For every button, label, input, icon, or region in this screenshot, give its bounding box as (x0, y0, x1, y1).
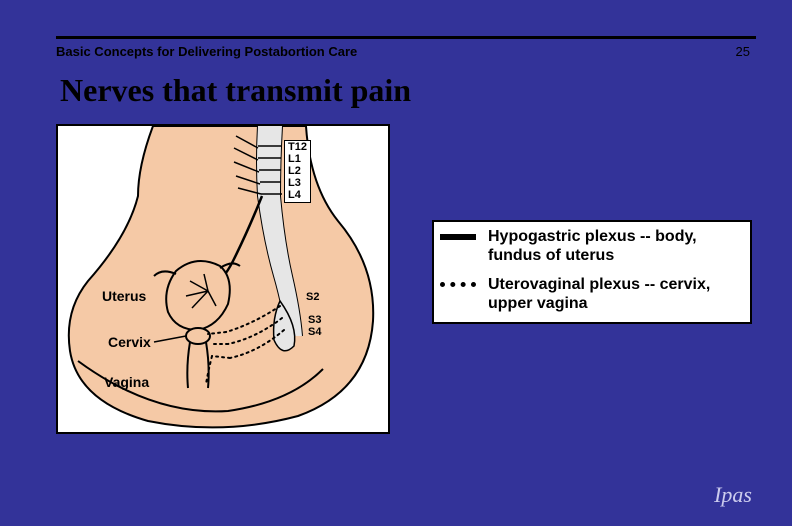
page-number: 25 (736, 44, 750, 59)
anatomy-diagram: T12 L1 L2 L3 L4 S2 S3 S4 Uterus Cervix V… (56, 124, 390, 434)
legend-text: Uterovaginal plexus -- cervix, upper vag… (488, 276, 744, 314)
legend-item-uterovaginal: Uterovaginal plexus -- cervix, upper vag… (440, 276, 744, 314)
legend-box: Hypogastric plexus -- body, fundus of ut… (432, 220, 752, 324)
sacral-level-s4: S4 (308, 326, 321, 338)
nerve-level: L1 (288, 154, 307, 166)
nerve-level: L3 (288, 178, 307, 190)
upper-nerve-levels: T12 L1 L2 L3 L4 (284, 140, 311, 203)
header-rule (56, 36, 756, 39)
header-course-title: Basic Concepts for Delivering Postaborti… (56, 44, 357, 59)
legend-text: Hypogastric plexus -- body, fundus of ut… (488, 228, 744, 266)
legend-swatch-solid (440, 228, 480, 246)
legend-item-hypogastric: Hypogastric plexus -- body, fundus of ut… (440, 228, 744, 266)
sacral-level-s3: S3 (308, 314, 321, 326)
logo-ipas: Ipas (714, 482, 752, 508)
label-uterus: Uterus (102, 288, 146, 304)
nerve-level: L2 (288, 166, 307, 178)
label-cervix: Cervix (108, 334, 151, 350)
legend-swatch-dotted (440, 276, 480, 294)
sacral-level-s2: S2 (306, 291, 319, 303)
label-vagina: Vagina (104, 374, 149, 390)
slide-title: Nerves that transmit pain (60, 72, 411, 109)
nerve-level: L4 (288, 190, 307, 202)
